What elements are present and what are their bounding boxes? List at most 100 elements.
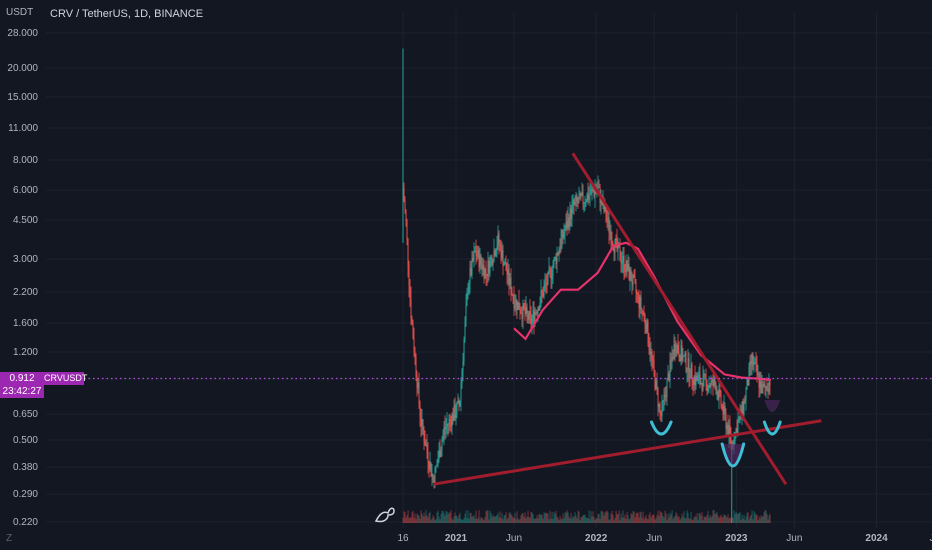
candle-body (548, 268, 550, 272)
candle-body (419, 403, 421, 418)
volume-bar (469, 512, 471, 523)
candle-body (638, 294, 640, 309)
candle-body (747, 378, 749, 386)
volume-bar (736, 513, 738, 523)
volume-bar (432, 515, 434, 523)
volume-bar (663, 517, 665, 523)
candle-body (517, 301, 519, 310)
volume-bar (423, 512, 425, 523)
volume-bar (694, 515, 696, 523)
volume-bar (708, 517, 710, 523)
volume-bar (732, 517, 734, 523)
volume-bar (517, 518, 519, 523)
candle-body (716, 391, 718, 394)
volume-bar (410, 517, 412, 523)
volume-bar (641, 517, 643, 523)
volume-bar (457, 518, 459, 523)
volume-bar (728, 518, 730, 523)
candle-body (442, 434, 444, 441)
candle-body (660, 411, 662, 417)
candle-body (480, 255, 482, 264)
candle-body (578, 197, 580, 204)
candle-body (691, 364, 693, 381)
candle-body (608, 217, 610, 233)
candle-body (474, 250, 476, 252)
candle-body (514, 305, 516, 309)
volume-bar (673, 516, 675, 523)
volume-bar (496, 514, 498, 523)
volume-bar (705, 516, 707, 523)
scale-settings-icon[interactable]: Z (6, 533, 13, 544)
volume-bar (471, 516, 473, 523)
volume-bar (622, 510, 624, 523)
candle-body (532, 310, 534, 318)
candle-body (734, 432, 736, 443)
volume-bar (668, 517, 670, 523)
candle-body (625, 260, 627, 272)
volume-bar (480, 516, 482, 523)
y-tick-label: 4.500 (13, 215, 38, 226)
candle-body (496, 245, 498, 253)
candle-body (495, 252, 497, 256)
candle-body (499, 244, 501, 246)
volume-bar (589, 518, 591, 523)
candle-body (428, 462, 430, 470)
volume-bar (633, 511, 635, 523)
volume-bar (578, 511, 580, 523)
candle-body (467, 291, 469, 293)
candle-body (513, 297, 515, 309)
volume-bar (551, 511, 553, 523)
candle-body (581, 191, 583, 196)
volume-bar (661, 512, 663, 523)
candle-body (644, 314, 646, 324)
volume-bar (733, 510, 735, 523)
candle-body (753, 362, 755, 366)
candle-body (653, 360, 655, 372)
volume-bar (450, 510, 452, 523)
candle-body (713, 379, 715, 386)
candle-body (738, 417, 740, 422)
candle-body (450, 420, 452, 427)
candle-body (541, 290, 543, 293)
volume-bar (592, 511, 594, 523)
candle-body (710, 381, 712, 388)
y-tick-label: 20.000 (7, 63, 38, 74)
symbol-tag: CRVUSDT (44, 372, 88, 385)
volume-bar (485, 511, 487, 523)
volume-bar (718, 517, 720, 523)
volume-bar (665, 513, 667, 523)
volume-bar (615, 510, 617, 523)
candle-body (636, 292, 638, 294)
candle-body (611, 243, 613, 245)
candle-body (471, 258, 473, 276)
candle-body (439, 450, 441, 457)
candle-body (666, 379, 668, 398)
candle-body (668, 373, 670, 381)
volume-bar (629, 518, 631, 523)
volume-bar (666, 519, 668, 523)
candle-body (502, 250, 504, 267)
volume-bar (491, 516, 493, 523)
candle-body (657, 388, 659, 407)
volume-bar (737, 513, 739, 523)
y-tick-label: 15.000 (7, 92, 38, 103)
candle-body (725, 413, 727, 430)
candle-body (630, 269, 632, 282)
volume-bar (468, 518, 470, 523)
candle-body (679, 356, 681, 362)
candle-body (692, 380, 694, 385)
volume-bar (484, 516, 486, 523)
volume-bar (658, 516, 660, 523)
cup-fill (764, 400, 781, 412)
candle-body (624, 270, 626, 272)
volume-bar (623, 517, 625, 523)
candle-body (741, 401, 743, 416)
volume-bar (414, 513, 416, 523)
volume-bar (769, 513, 771, 523)
chart-title[interactable]: CRV / TetherUS, 1D, BINANCE (50, 8, 204, 20)
candle-body (584, 202, 586, 204)
candle-body (577, 201, 579, 204)
candle-body (765, 386, 767, 388)
volume-bar (730, 518, 732, 523)
